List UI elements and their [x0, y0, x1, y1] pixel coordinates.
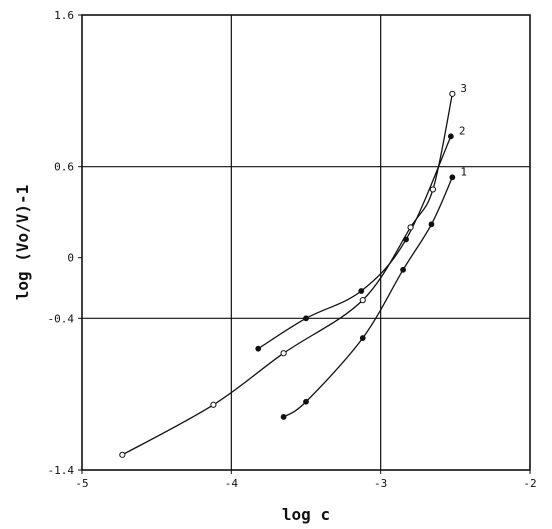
data-point [359, 335, 366, 341]
data-point [119, 451, 126, 458]
series-1: 1 [280, 165, 467, 420]
x-tick-label: -3 [374, 477, 387, 490]
series-line [122, 93, 453, 456]
y-tick-label: 1.6 [54, 9, 74, 22]
series-label: 2 [459, 124, 466, 137]
x-axis-ticks: -5 -4 -3 -2 [75, 470, 537, 490]
y-tick-label: -1.4 [48, 464, 75, 477]
data-point [280, 414, 287, 420]
series-line [257, 136, 452, 350]
data-point [303, 398, 309, 405]
plot-frame [81, 14, 531, 471]
y-tick-label: 0.6 [54, 161, 74, 174]
data-point [449, 90, 456, 97]
data-point [359, 297, 366, 304]
series-label: 3 [460, 82, 467, 95]
data-point [429, 186, 437, 193]
series-label: 1 [460, 165, 467, 178]
series-2: 2 [255, 124, 466, 352]
data-point [303, 315, 309, 322]
data-point [280, 350, 287, 357]
data-point [210, 401, 217, 408]
y-axis-ticks: -1.4 -0.4 0 0.6 1.6 [48, 9, 82, 477]
data-point [428, 221, 435, 228]
x-axis-title: log c [282, 505, 330, 524]
x-tick-label: -5 [75, 477, 88, 490]
y-tick-label: 0 [67, 252, 74, 265]
data-point [447, 133, 454, 140]
data-point [358, 288, 365, 294]
series-group: 1 2 3 [119, 82, 467, 458]
y-tick-label: -0.4 [48, 312, 75, 325]
data-point [407, 224, 414, 231]
data-point [400, 266, 406, 273]
x-tick-label: -4 [225, 477, 239, 490]
x-tick-label: -2 [523, 477, 536, 490]
data-point [449, 174, 456, 181]
y-axis-title: log (Vo/V)-1 [13, 185, 32, 301]
series-line [283, 177, 453, 418]
series-3: 3 [119, 82, 467, 458]
data-point [255, 345, 262, 352]
